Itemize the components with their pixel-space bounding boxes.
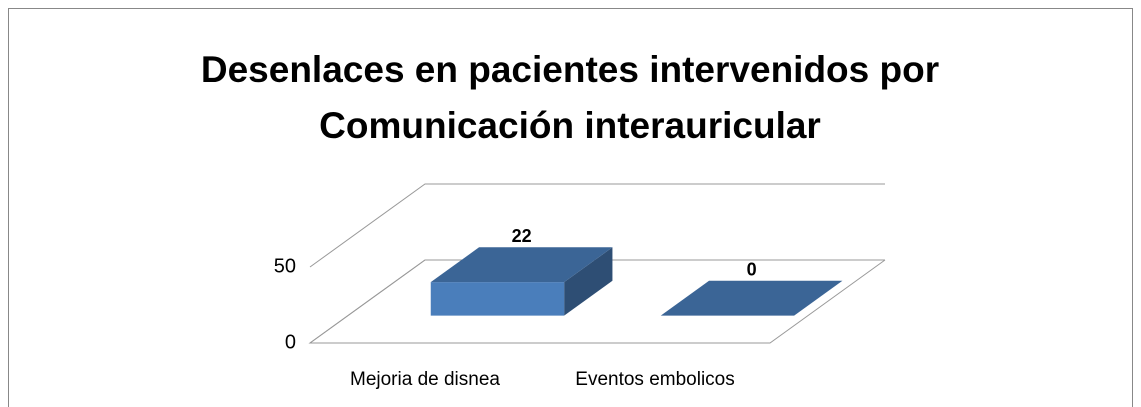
chart-border <box>8 8 1133 407</box>
data-label: 22 <box>512 226 532 246</box>
x-tick-label: Mejoria de disnea <box>350 369 500 390</box>
bar-top <box>430 247 613 283</box>
x-tick-label: Eventos embolicos <box>575 369 734 390</box>
y-tick-label: 50 <box>274 255 296 277</box>
bar <box>660 280 843 316</box>
data-label: 0 <box>747 260 757 280</box>
bar-front <box>430 282 565 316</box>
chart-title: Desenlaces en pacientes intervenidos por… <box>200 49 940 146</box>
bar <box>430 247 613 316</box>
y-tick-label: 0 <box>285 331 296 353</box>
bar-side <box>564 247 613 316</box>
bar-top <box>660 280 843 316</box>
grid-line <box>309 259 885 344</box>
grid-line <box>309 183 885 268</box>
